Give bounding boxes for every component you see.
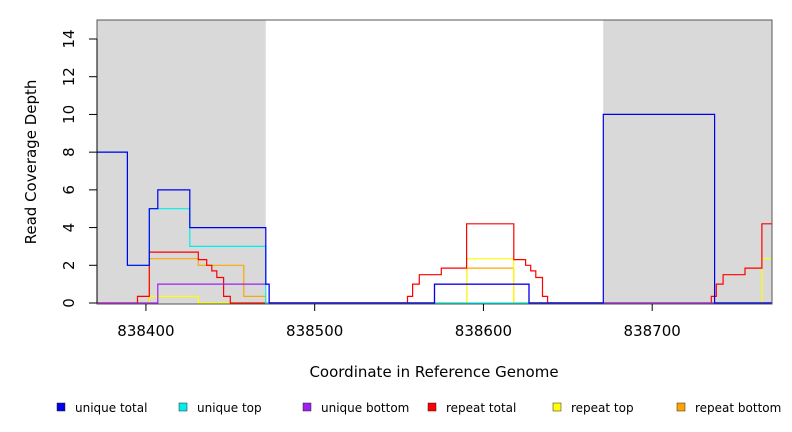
y-tick-label: 2	[60, 261, 78, 271]
legend-label: repeat bottom	[695, 401, 781, 415]
legend-swatch-repeat-bottom	[676, 402, 686, 412]
x-axis: 838400 838500 838600 838700	[117, 304, 681, 340]
y-axis: 0 2 4 6 8 10 12 14	[60, 29, 98, 308]
shaded-region-1	[97, 20, 266, 304]
y-tick-label: 4	[60, 223, 78, 233]
legend-label: repeat top	[571, 401, 634, 415]
y-tick-label: 6	[60, 185, 78, 195]
legend-swatch-repeat-total	[427, 402, 437, 412]
legend-swatch-repeat-top	[552, 402, 562, 412]
series-line-unique-total	[97, 113, 772, 304]
y-tick-label: 0	[60, 298, 78, 308]
series-lines	[97, 113, 772, 304]
y-tick-label: 8	[60, 147, 78, 157]
legend-label: unique top	[197, 401, 262, 415]
series-line-repeat-bottom	[97, 258, 772, 304]
y-tick-label: 12	[60, 67, 78, 86]
legend-label: unique bottom	[321, 401, 409, 415]
legend: unique total unique top unique bottom repea…	[56, 401, 781, 415]
y-axis-title: Read Coverage Depth	[22, 80, 40, 245]
legend-label: unique total	[75, 401, 147, 415]
x-axis-title: Coordinate in Reference Genome	[309, 363, 558, 381]
shaded-region-2	[603, 20, 772, 304]
legend-label: repeat total	[446, 401, 516, 415]
legend-swatch-unique-bottom	[302, 402, 312, 412]
shaded-regions	[97, 20, 772, 304]
x-tick-label: 838500	[286, 322, 343, 340]
legend-swatch-unique-total	[56, 402, 66, 412]
x-tick-label: 838700	[624, 322, 681, 340]
x-tick-label: 838600	[455, 322, 512, 340]
series-line-repeat-total	[97, 223, 772, 304]
y-tick-label: 14	[60, 29, 78, 48]
x-tick-label: 838400	[117, 322, 174, 340]
y-tick-label: 10	[60, 105, 78, 124]
legend-swatch-unique-top	[178, 402, 188, 412]
